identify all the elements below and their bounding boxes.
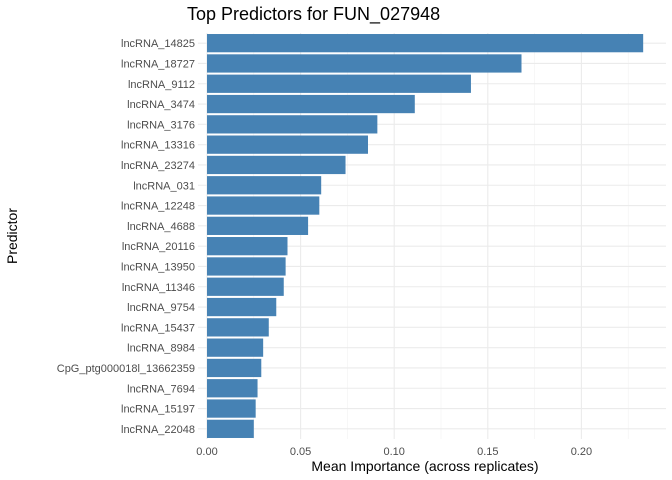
y-tick-label: lncRNA_7694 — [127, 383, 195, 395]
x-tick-label: 0.15 — [477, 446, 498, 458]
y-tick-label: lncRNA_18727 — [121, 58, 195, 70]
bar — [207, 399, 256, 418]
bar — [207, 277, 284, 296]
y-tick-label: lncRNA_14825 — [121, 38, 195, 50]
y-tick-label: lncRNA_9112 — [128, 79, 195, 91]
y-tick-label: lncRNA_3474 — [127, 99, 195, 111]
bar — [207, 34, 644, 53]
y-tick-label: lncRNA_22048 — [121, 424, 195, 436]
bar — [207, 237, 288, 256]
bar — [207, 318, 269, 337]
bar — [207, 379, 258, 398]
y-tick-label: lncRNA_11346 — [122, 282, 195, 294]
bar — [207, 135, 368, 154]
x-tick-label: 0.20 — [571, 446, 592, 458]
y-tick-label: lncRNA_23274 — [121, 160, 195, 172]
y-tick-label: lncRNA_031 — [133, 180, 195, 192]
bar — [207, 257, 286, 276]
bar — [207, 155, 346, 175]
bar — [207, 115, 378, 134]
x-tick-label: 0.05 — [290, 446, 311, 458]
y-tick-label: lncRNA_15437 — [121, 322, 195, 334]
y-axis-title: Predictor — [4, 208, 20, 264]
bar — [207, 196, 320, 215]
y-tick-label: CpG_ptg000018l_13662359 — [57, 363, 195, 375]
x-tick-label: 0.00 — [196, 446, 217, 458]
bar — [207, 176, 322, 195]
bar — [207, 94, 415, 114]
bar — [207, 54, 522, 73]
bar — [207, 216, 309, 235]
bar — [207, 74, 471, 93]
y-tick-label: lncRNA_13950 — [121, 261, 195, 273]
y-tick-label: lncRNA_20116 — [122, 241, 195, 253]
y-tick-label: lncRNA_8984 — [127, 343, 195, 355]
bar — [207, 297, 277, 317]
chart-title: Top Predictors for FUN_027948 — [187, 4, 441, 24]
y-tick-label: lncRNA_3176 — [127, 119, 195, 131]
y-tick-label: lncRNA_4688 — [127, 221, 195, 233]
y-tick-label: lncRNA_13316 — [121, 140, 195, 152]
y-tick-label: lncRNA_9754 — [127, 302, 195, 314]
x-axis-title: Mean Importance (across replicates) — [311, 458, 538, 474]
bar — [207, 358, 262, 378]
x-tick-label: 0.10 — [383, 446, 404, 458]
y-tick-label: lncRNA_15197 — [121, 404, 195, 416]
bar — [207, 419, 254, 438]
bar — [207, 338, 264, 357]
y-tick-label: lncRNA_12248 — [121, 201, 195, 213]
